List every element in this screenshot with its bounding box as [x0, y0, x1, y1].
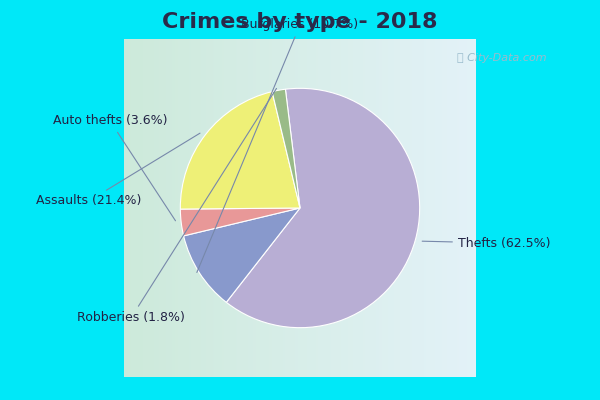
Text: Crimes by type - 2018: Crimes by type - 2018	[162, 12, 438, 32]
Text: Assaults (21.4%): Assaults (21.4%)	[36, 133, 200, 208]
Wedge shape	[226, 88, 419, 328]
Wedge shape	[181, 208, 300, 236]
Text: Auto thefts (3.6%): Auto thefts (3.6%)	[53, 114, 175, 221]
Wedge shape	[272, 89, 300, 208]
Text: Robberies (1.8%): Robberies (1.8%)	[77, 88, 277, 324]
Text: Thefts (62.5%): Thefts (62.5%)	[422, 237, 550, 250]
Wedge shape	[184, 208, 300, 302]
Text: ⓘ City-Data.com: ⓘ City-Data.com	[457, 53, 547, 63]
Text: Burglaries (10.7%): Burglaries (10.7%)	[197, 18, 359, 272]
Wedge shape	[181, 92, 300, 209]
